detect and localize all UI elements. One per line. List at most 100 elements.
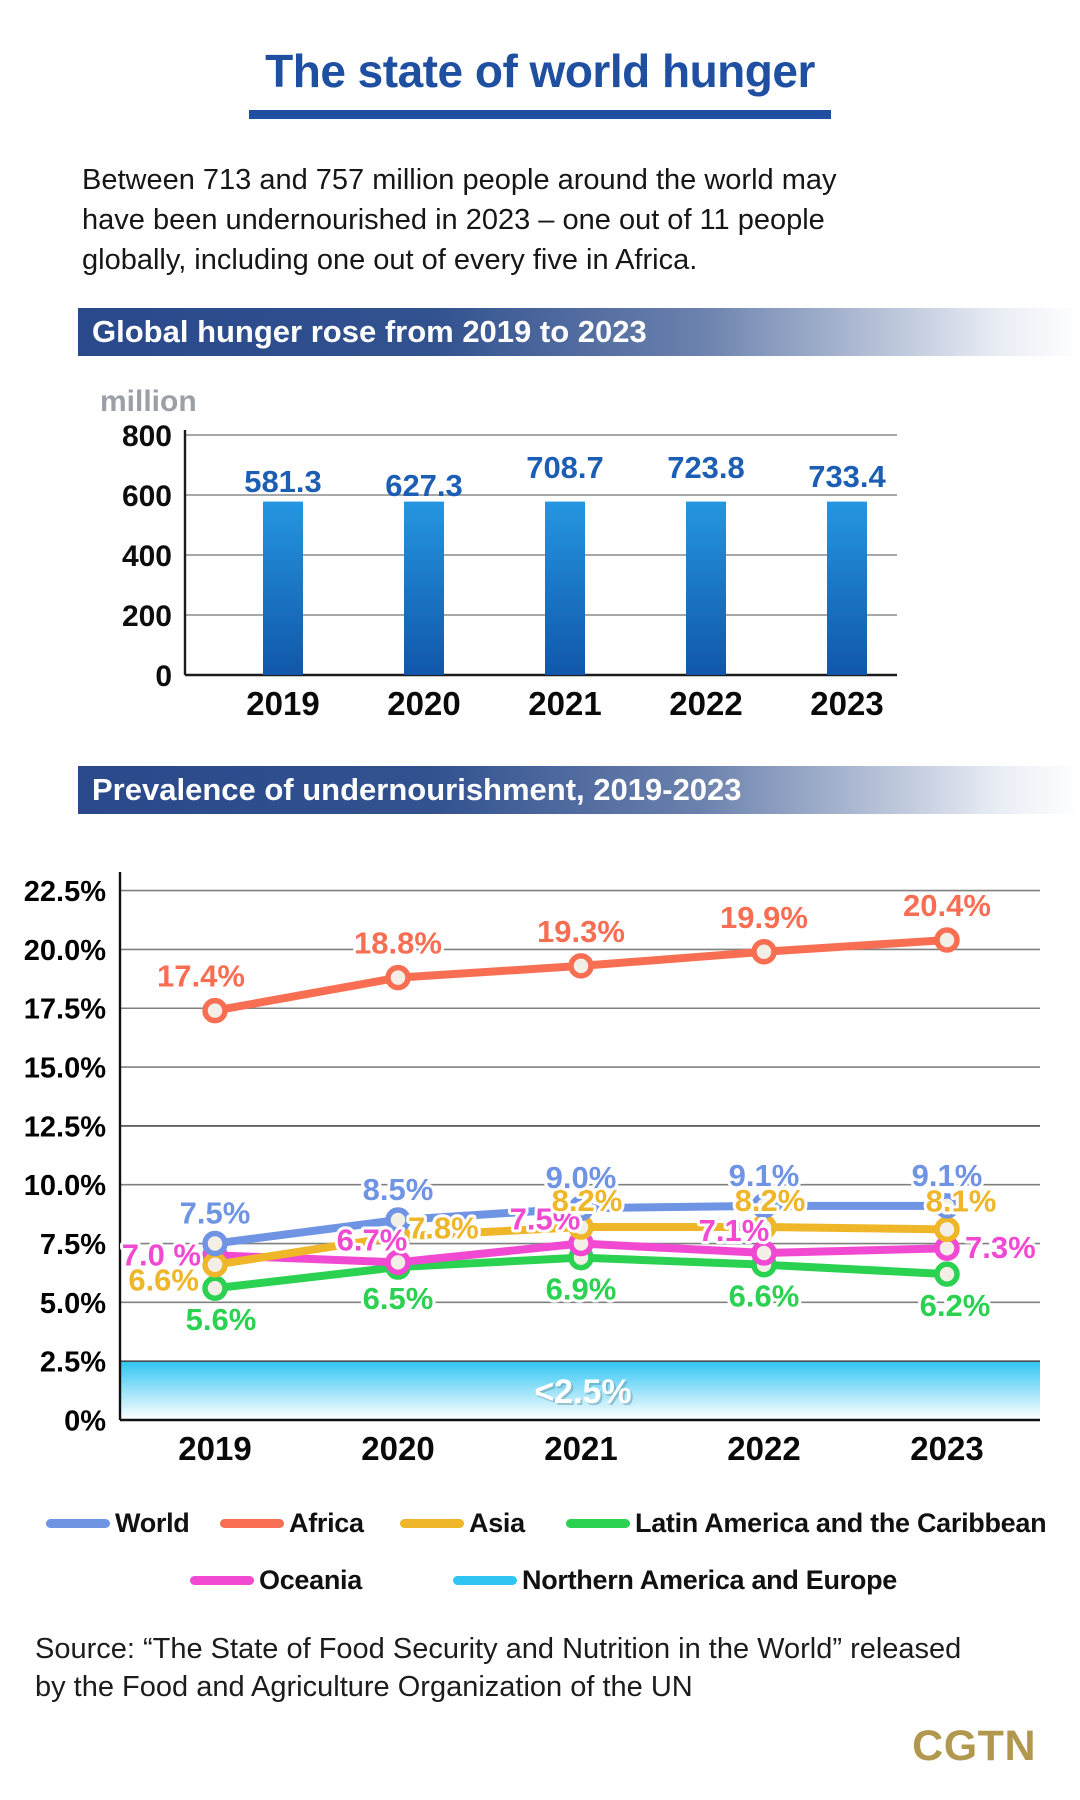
x-tick-label: 2023 <box>910 1430 983 1467</box>
y-tick-label: 10.0% <box>24 1170 106 1202</box>
band-label-shadow: <2.5% <box>536 1375 633 1413</box>
data-point-label: 6.5% <box>363 1281 434 1316</box>
series-asia <box>202 1214 960 1278</box>
data-point <box>202 1251 228 1278</box>
bar-series <box>263 501 867 675</box>
section-header-bar-chart: Global hunger rose from 2019 to 2023 <box>78 308 1080 356</box>
intro-line: Between 713 and 757 million people aroun… <box>82 164 837 196</box>
data-point-label: 6.7% <box>337 1222 408 1257</box>
legend-label: Northern America and Europe <box>522 1564 897 1595</box>
data-point <box>934 927 960 953</box>
data-point-label: 8.5% <box>363 1172 434 1207</box>
y-tick-label: 7.5% <box>40 1229 106 1261</box>
intro-paragraph: Between 713 and 757 million people aroun… <box>82 160 837 280</box>
x-tick-label: 2019 <box>246 685 319 722</box>
y-tick-label: 5.0% <box>40 1288 106 1320</box>
data-point-label: 6.6% <box>729 1279 800 1314</box>
legend-item-world: World <box>46 1506 190 1540</box>
legend-swatch <box>220 1518 284 1528</box>
data-point-label: 6.2% <box>920 1288 991 1323</box>
data-point-label: 7.3% <box>965 1230 1036 1265</box>
data-point-label: 7.8% <box>408 1210 479 1245</box>
y-tick-label: 0 <box>155 660 172 693</box>
unit-label: million <box>100 385 197 418</box>
data-point-label: 18.8% <box>354 926 442 961</box>
y-tick-label: 2.5% <box>40 1347 106 1379</box>
data-point <box>568 1195 594 1221</box>
data-point <box>385 1207 411 1233</box>
data-point-label: 5.6% <box>186 1302 257 1337</box>
data-point-label: 8.2% <box>735 1183 806 1218</box>
data-point <box>751 1240 777 1266</box>
series-world <box>202 1193 960 1257</box>
bar <box>545 501 585 675</box>
legend-label: World <box>115 1507 190 1538</box>
band-northern-america-and-europe <box>120 1361 1040 1420</box>
data-point <box>934 1193 960 1219</box>
data-point-label: 7.5% <box>510 1202 581 1237</box>
bar-value-label: 733.4 <box>808 459 886 494</box>
data-point-label: 6.6% <box>128 1263 199 1298</box>
bar-value-label: 627.3 <box>385 468 463 503</box>
legend-swatch <box>190 1575 254 1585</box>
data-point-label: 17.4% <box>157 959 245 994</box>
y-tick-label: 800 <box>122 420 172 453</box>
legend-label: Oceania <box>259 1564 362 1595</box>
x-tick-label: 2019 <box>178 1430 251 1467</box>
y-tick-label: 22.5% <box>24 876 106 908</box>
bar-value-label: 723.8 <box>667 450 745 485</box>
data-point-label: 9.1% <box>729 1158 800 1193</box>
data-point <box>202 997 228 1024</box>
data-point <box>934 1216 960 1243</box>
data-point <box>202 1230 228 1257</box>
data-point <box>568 953 594 979</box>
data-point <box>385 964 411 991</box>
data-point-label: 7.0 % <box>122 1237 201 1272</box>
intro-line: globally, including one out of every fiv… <box>82 244 698 276</box>
y-tick-label: 400 <box>122 540 172 573</box>
legend-swatch <box>453 1575 517 1585</box>
legend-item-oceania: Oceania <box>190 1563 362 1597</box>
cgtn-logo: CGTN <box>912 1722 1036 1770</box>
legend-swatch <box>46 1518 110 1528</box>
y-tick-label: 12.5% <box>24 1111 106 1143</box>
legend-item-africa: Africa <box>220 1506 364 1540</box>
data-point <box>751 1193 777 1219</box>
source-line: Source: “The State of Food Security and … <box>35 1633 962 1665</box>
x-tick-label: 2022 <box>727 1430 800 1467</box>
data-point-label: 8.1% <box>926 1183 997 1218</box>
source-line: by the Food and Agriculture Organization… <box>35 1671 693 1703</box>
data-point-label: 7.5% <box>180 1196 251 1231</box>
y-tick-label: 17.5% <box>24 994 106 1026</box>
data-point-label: 7.1% <box>699 1213 770 1248</box>
bar-chart: million 0 200 400 600 800 581.3 627.3 708.7 723.8… <box>100 385 897 722</box>
x-tick-label: 2020 <box>387 685 460 722</box>
legend-item-asia: Asia <box>400 1506 525 1540</box>
data-point-label: 6.9% <box>546 1272 617 1307</box>
data-point <box>202 1275 228 1301</box>
legend-swatch <box>566 1518 630 1528</box>
bar <box>827 501 867 675</box>
band-label: <2.5% <box>534 1373 631 1411</box>
legend-label: Latin America and the Caribbean <box>635 1507 1047 1538</box>
title-wrap: The state of world hunger <box>0 44 1080 119</box>
bar-value-label: 581.3 <box>244 464 322 499</box>
data-point-label: 19.3% <box>537 914 625 949</box>
line-chart: 0% 2.5% 5.0% 7.5% 10.0% 12.5% 15.0% 17.5% 20.0% 2… <box>24 872 1040 1467</box>
bar-value-label: 708.7 <box>526 450 604 485</box>
y-tick-label: 0% <box>64 1406 106 1438</box>
legend-item-latin-america-and-the-caribbean: Latin America and the Caribbean <box>566 1506 1047 1540</box>
x-tick-label: 2020 <box>361 1430 434 1467</box>
y-tick-label: 15.0% <box>24 1053 106 1085</box>
data-point <box>751 939 777 965</box>
x-tick-label: 2021 <box>528 685 601 722</box>
bar <box>404 501 444 675</box>
y-tick-label: 600 <box>122 480 172 513</box>
data-point-label: 9.1% <box>912 1158 983 1193</box>
data-point <box>934 1261 960 1287</box>
data-point <box>385 1249 411 1276</box>
data-point-label: 20.4% <box>903 888 991 923</box>
y-tick-label: 200 <box>122 600 172 633</box>
x-tick-label: 2022 <box>669 685 742 722</box>
section-header-line-chart: Prevalence of undernourishment, 2019-202… <box>78 766 1080 814</box>
